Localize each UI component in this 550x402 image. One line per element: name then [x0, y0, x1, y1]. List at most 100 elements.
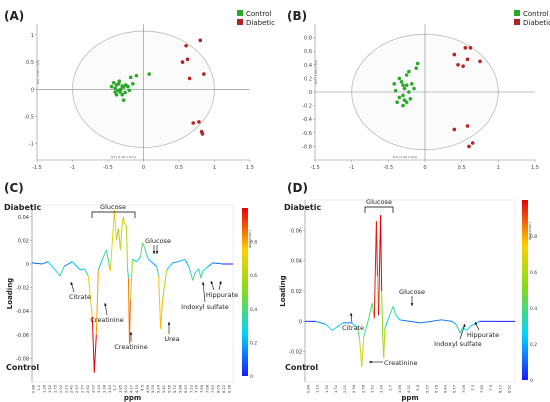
x-tick-label: 3.95 — [398, 385, 402, 393]
y-tick-label: 0.02 — [291, 289, 302, 295]
loading-curve-segment — [388, 305, 394, 317]
loading-curve-segment — [420, 320, 432, 324]
loading-curve-segment — [162, 269, 168, 300]
x-tick-label: 4.65 — [146, 385, 150, 393]
legend-control-swatch — [514, 10, 520, 16]
y-tick-label: 0 — [26, 262, 29, 268]
x-tick-label: 3.7 — [113, 385, 117, 391]
x-tick-label: 2.01 — [343, 385, 347, 393]
loading-curve-segment — [325, 324, 333, 331]
control-point — [399, 80, 404, 84]
control-point — [393, 88, 398, 93]
diabetic-point — [202, 72, 206, 76]
x-axis-title: ppm — [124, 394, 141, 402]
x-tick-label: 6.63 — [184, 385, 188, 393]
x-tick-label: 4.02 — [124, 385, 128, 393]
control-point — [408, 97, 413, 101]
loading-curve-segment — [91, 317, 95, 373]
y-tick-label: 0 — [309, 90, 312, 96]
control-point — [402, 86, 407, 91]
diabetic-point — [191, 121, 195, 125]
x-tick-label: 5.05 — [151, 385, 155, 393]
colorbar-tick-label: 0.4 — [250, 307, 257, 313]
x-tick-label: 1.5 — [246, 165, 254, 171]
control-point — [404, 100, 409, 104]
y-tick-label: -0.5 — [24, 114, 34, 120]
loading-curve-segment — [128, 299, 131, 345]
x-tick-label: 1.72 — [334, 385, 338, 393]
arrow-head — [349, 313, 353, 316]
loading-curve-segment — [212, 262, 224, 265]
control-point — [412, 86, 416, 91]
loading-curve-segment — [378, 215, 382, 316]
loading-curve-segment — [129, 259, 133, 300]
panel-label-a: (A) — [4, 9, 24, 23]
x-tick-label: 3.53 — [108, 385, 112, 393]
control-point — [113, 90, 117, 94]
loading-curve-segment — [158, 275, 162, 329]
panel-label-d: (D) — [287, 181, 308, 195]
loading-curve-segment — [381, 290, 384, 337]
loading-curve-segment — [93, 334, 97, 373]
x-tick-label: -1 — [70, 165, 75, 171]
diabetic-point — [197, 120, 201, 124]
control-point — [415, 61, 420, 66]
x-tick-label: 1.13 — [316, 385, 320, 393]
loading-curve-segment — [399, 319, 411, 322]
loading-curve-segment — [200, 270, 204, 279]
x-tick-label: 1.1 — [37, 385, 41, 391]
diabetic-point — [467, 144, 471, 149]
control-point — [414, 66, 419, 70]
colorbar-tick-label: 0 — [250, 374, 253, 380]
loading-curve-segment — [124, 222, 127, 227]
control-point — [395, 100, 399, 104]
diabetic-point — [452, 127, 457, 132]
x-axis-title: ppm — [401, 394, 418, 402]
loading-curve-segment — [119, 221, 123, 250]
x-tick-label: 7.68 — [206, 384, 210, 393]
diabetic-point — [200, 132, 205, 136]
x-tick-label: 7.55 — [200, 385, 204, 393]
arrow-head — [410, 303, 414, 306]
colorbar-tick-label: 0 — [530, 378, 533, 384]
x-tick-label: -0.5 — [383, 165, 393, 171]
loading-curve-segment — [367, 303, 373, 322]
y-tick-label: 1 — [31, 33, 34, 39]
glucose-bracket — [91, 211, 136, 218]
x-tick-label: -1.5 — [32, 165, 42, 171]
x-tick-label: 8.05 — [216, 385, 220, 393]
loading-curve-segment — [113, 209, 117, 241]
control-point — [126, 84, 130, 89]
loading-curve-segment — [156, 266, 160, 276]
x-tick-label: 7.9 — [489, 384, 493, 390]
diabetic-point — [184, 43, 188, 48]
x-tick-label: 0.84 — [307, 384, 311, 393]
x-tick-label: 2.34 — [352, 384, 356, 393]
loading-curve-segment — [126, 267, 129, 279]
y-tick-label: -0.06 — [16, 333, 29, 339]
x-tick-label: 3.10 — [370, 384, 374, 393]
y-tick-label: -0.2 — [302, 104, 312, 110]
colorbar-tick-label: 0.4 — [530, 306, 537, 312]
annotation-glucose: Glucose — [145, 237, 171, 245]
legend-diabetic-swatch — [237, 19, 243, 25]
x-tick-label: 4.17 — [130, 385, 134, 393]
colorbar-tick-label: 0.2 — [530, 342, 537, 348]
x-tick-label: 2.02 — [59, 385, 63, 393]
x-tick-label: 6.43 — [444, 385, 448, 393]
control-point — [109, 84, 114, 89]
loading-curve-segment — [451, 320, 457, 325]
colorbar-tick-label: 0.6 — [250, 273, 257, 279]
loading-curve-segment — [166, 262, 174, 271]
x-tick-label: -0.5 — [103, 165, 113, 171]
loading-curve-segment — [194, 268, 200, 274]
loading-curve-segment — [206, 262, 214, 268]
loading-curve-segment — [409, 320, 421, 324]
loading-curve-segment — [198, 268, 202, 279]
x-tick-label: 2.77 — [81, 385, 85, 393]
loading-curve-segment — [117, 228, 121, 250]
y-tick-label: 0.02 — [18, 238, 29, 244]
loading-curve-segment — [87, 275, 93, 318]
colorbar-tick-label: 0.8 — [250, 240, 257, 246]
